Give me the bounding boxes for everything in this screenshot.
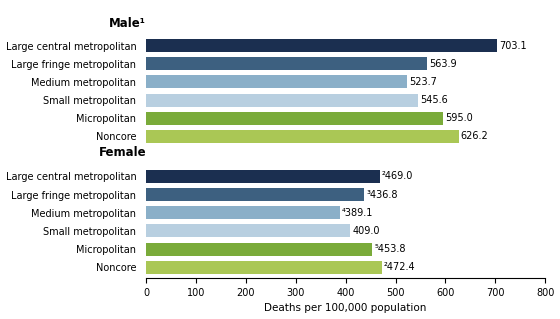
Bar	[146, 57, 427, 70]
Bar	[146, 206, 340, 219]
Text: ²469.0: ²469.0	[382, 171, 413, 182]
Text: 626.2: 626.2	[460, 131, 488, 141]
Bar	[146, 93, 418, 107]
Text: ⁴389.1: ⁴389.1	[342, 208, 374, 218]
Bar	[146, 130, 459, 143]
Text: Female: Female	[99, 146, 146, 159]
Text: ⁵453.8: ⁵453.8	[375, 244, 406, 254]
X-axis label: Deaths per 100,000 population: Deaths per 100,000 population	[264, 303, 427, 314]
Text: 545.6: 545.6	[421, 95, 448, 105]
Bar	[146, 112, 443, 125]
Bar	[146, 39, 497, 52]
Text: ³436.8: ³436.8	[366, 189, 398, 200]
Text: 563.9: 563.9	[430, 59, 457, 69]
Text: 409.0: 409.0	[352, 226, 380, 236]
Text: 595.0: 595.0	[445, 113, 473, 123]
Text: 703.1: 703.1	[499, 41, 526, 50]
Bar	[146, 261, 382, 274]
Bar	[146, 170, 380, 183]
Bar	[146, 224, 350, 237]
Bar	[146, 75, 407, 88]
Bar	[146, 188, 364, 201]
Text: Male¹: Male¹	[109, 17, 146, 30]
Bar	[146, 242, 372, 256]
Text: ²472.4: ²472.4	[384, 262, 416, 272]
Text: 523.7: 523.7	[409, 77, 437, 87]
